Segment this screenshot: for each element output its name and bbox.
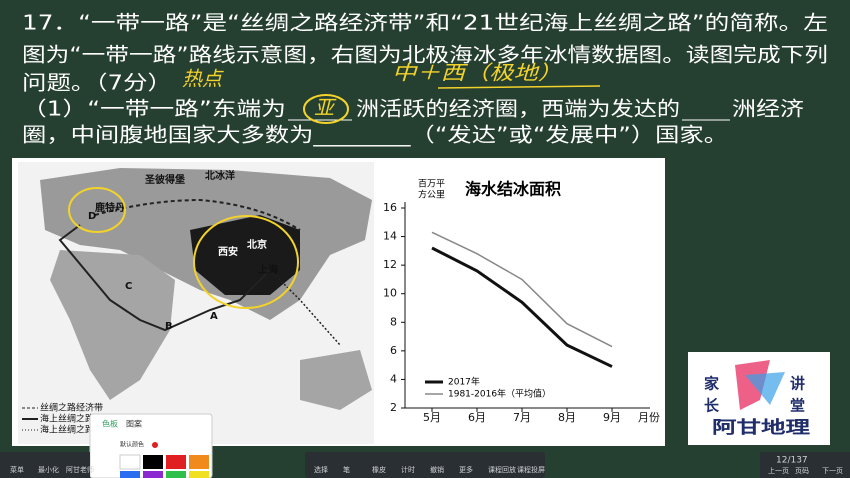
toolbar-button[interactable]: 计时	[401, 465, 415, 474]
map-label: D	[88, 211, 96, 222]
handwriting: 热点	[182, 67, 224, 91]
logo-char: 家	[704, 375, 719, 393]
logo-char: 长	[704, 397, 720, 415]
toolbar-button[interactable]: 课程回放	[488, 465, 516, 474]
toolbar-button[interactable]: 上一页	[768, 466, 789, 475]
logo-graphic	[745, 372, 785, 405]
question-line: 洲经济	[732, 97, 804, 121]
palette-popup: 色板 图案 默认颜色	[89, 413, 213, 478]
toolbar-button[interactable]: 最小化	[38, 465, 59, 474]
current-color	[152, 442, 158, 448]
toolbar-button[interactable]: 撤销	[430, 465, 444, 474]
toolbar-button[interactable]: 橡皮	[372, 465, 386, 474]
y-tick-label: 16	[383, 201, 397, 214]
legend-label: 丝绸之路经济带	[40, 402, 103, 414]
route-land	[94, 198, 301, 231]
question-line: 洲活跃的经济圈，西端为发达的	[356, 97, 680, 121]
toolbar-button[interactable]: 阿甘老师	[66, 465, 94, 474]
question-line: 图为“一带一路”路线示意图，右图为北极海冰多年冰情数据图。读图完成下列	[22, 43, 828, 67]
legend-label: 2017年	[448, 376, 480, 388]
question-line: 圈，中间腹地国家大多数为________（“发达”或“发展中”）国家。	[22, 123, 728, 147]
circle-mark	[193, 215, 299, 309]
x-tick-label: 6月	[468, 411, 486, 424]
map-label: 上海	[258, 263, 278, 276]
x-tick-label: 7月	[513, 411, 531, 424]
series-line	[431, 246, 613, 368]
map-label: 北京	[247, 238, 267, 251]
map-label: C	[125, 281, 132, 292]
map-label: 鹿特丹	[95, 201, 125, 214]
y-tick-label: 6	[390, 344, 397, 357]
x-tick-label: 8月	[558, 411, 576, 424]
map-label: 圣彼得堡	[145, 173, 185, 186]
toolbar-button[interactable]: 下一页	[822, 467, 843, 475]
swatch[interactable]	[143, 455, 163, 469]
circle-mark	[303, 94, 349, 124]
toolbar-button[interactable]: 选择	[314, 465, 328, 474]
route-sea	[58, 224, 271, 332]
swatch[interactable]	[120, 471, 140, 478]
y-tick-label: 14	[383, 230, 397, 243]
tab[interactable]: 色板	[102, 419, 118, 429]
y-axis-label: 百万平	[418, 179, 445, 190]
y-tick-label: 12	[383, 258, 397, 271]
swatch[interactable]	[189, 455, 209, 469]
chart-title: 海水结冰面积	[465, 180, 561, 199]
logo-graphic	[735, 360, 770, 410]
toolbar-center	[305, 452, 545, 478]
toolbar-button[interactable]: 笔	[343, 465, 350, 474]
palette-label: 默认颜色	[120, 441, 144, 449]
legend-label: 海上丝绸之路	[40, 413, 94, 425]
chart: 海水结冰面积 百万平 方公里 月份 2 4 6 8 10 12 14 16 5月 6月 7月 8月 9月…	[383, 179, 660, 425]
logo-name: 阿甘地理	[712, 417, 810, 438]
map-label: A	[210, 311, 218, 322]
toolbar-button[interactable]: 菜单	[10, 465, 24, 474]
toolbar-left	[0, 452, 90, 478]
australia	[300, 350, 372, 410]
page-counter: 12/137	[776, 456, 808, 466]
swatch[interactable]	[119, 454, 141, 470]
legend-label: 海上丝绸之路	[40, 424, 94, 436]
x-axis-label: 月份	[638, 411, 660, 424]
y-axis-label: 方公里	[418, 189, 445, 201]
underline	[437, 85, 601, 89]
toolbar-button[interactable]: 课程投屏	[517, 465, 545, 474]
swatch[interactable]	[166, 471, 186, 478]
question-line: 问题。（7分）	[22, 71, 172, 95]
y-tick-label: 10	[383, 287, 397, 300]
handwriting: 亚	[314, 96, 337, 120]
africa	[50, 250, 175, 400]
legend-label: 1981-2016年（平均值）	[448, 388, 551, 400]
china	[190, 215, 300, 295]
toolbar-right	[760, 452, 850, 478]
series-line	[431, 231, 613, 348]
y-tick-label: 8	[390, 315, 397, 328]
x-tick-label: 9月	[603, 411, 621, 424]
map-label: 西安	[218, 245, 238, 258]
circle-mark	[68, 187, 126, 233]
swatch[interactable]	[166, 455, 186, 469]
toolbar-button[interactable]: 更多	[459, 465, 473, 474]
question-line: （1）“一带一路”东端为	[22, 97, 286, 121]
handwriting: 中＋西（极地）	[392, 61, 562, 85]
toolbar-button[interactable]: 页码	[795, 467, 809, 475]
tab[interactable]: 图案	[126, 419, 142, 429]
toolbar: 12/137 菜单 最小化 阿甘老师 选择 笔 橡皮 计时 撤销 更多 课程回放 课程投屏 上一页 页码…	[0, 452, 850, 478]
x-tick-label: 5月	[423, 411, 441, 424]
swatch[interactable]	[189, 471, 209, 478]
y-tick-label: 2	[390, 401, 397, 414]
logo-char: 讲	[790, 375, 805, 393]
logo-char: 堂	[790, 397, 805, 415]
swatch[interactable]	[143, 471, 163, 478]
map-label: 北冰洋	[205, 169, 235, 182]
map: 圣彼得堡 北冰洋 鹿特丹 D 西安 北京 上海 C B A 丝绸之路经济带 海上…	[18, 162, 374, 444]
y-tick-label: 4	[390, 372, 397, 385]
map-label: B	[165, 321, 173, 332]
question-line: 17．“一带一路”是“丝绸之路经济带”和“21世纪海上丝绸之路”的简称。左	[22, 11, 828, 35]
